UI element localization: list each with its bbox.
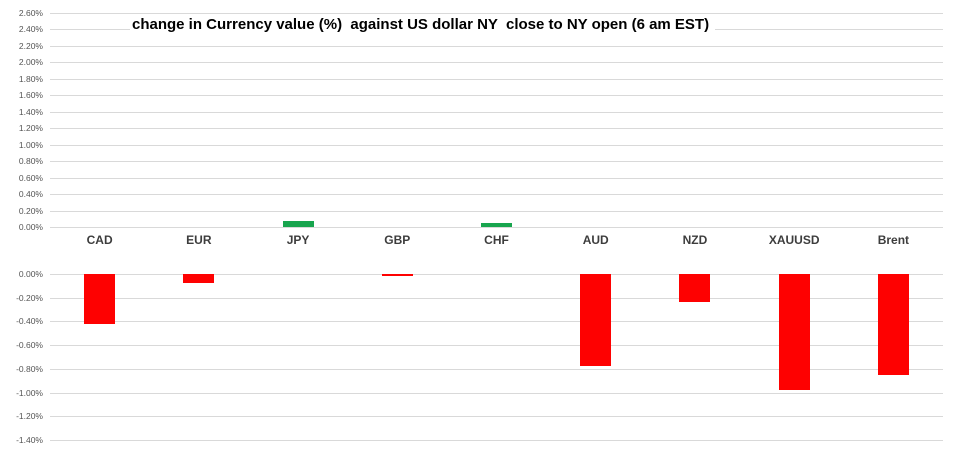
lower-axis-tick-label: -0.60% xyxy=(16,340,43,351)
upper-axis-gridline xyxy=(50,210,943,212)
upper-axis-gridline xyxy=(50,144,943,146)
bar-eur xyxy=(183,274,215,284)
upper-axis-tick-label: 1.40% xyxy=(18,106,43,117)
upper-axis-tick-label: 0.00% xyxy=(18,222,43,232)
lower-axis-gridline xyxy=(50,392,943,394)
upper-axis-tick-label: 1.60% xyxy=(18,90,43,101)
upper-axis-tick-label: 0.40% xyxy=(18,189,43,200)
lower-axis-gridline xyxy=(50,274,943,275)
lower-axis-tick-label: 0.00% xyxy=(18,269,43,279)
lower-axis-gridline xyxy=(50,297,943,299)
category-label-chf: CHF xyxy=(484,233,509,247)
bar-chf xyxy=(481,222,512,227)
lower-axis-gridline xyxy=(50,321,943,323)
lower-axis-gridline xyxy=(50,440,943,441)
upper-axis-tick-label: 0.80% xyxy=(18,156,43,167)
chart-title: change in Currency value (%) against US … xyxy=(130,14,716,35)
upper-axis-gridline xyxy=(50,62,943,64)
lower-axis-tick-label: -1.40% xyxy=(16,435,43,445)
category-label-cad: CAD xyxy=(86,233,113,247)
upper-axis-gridline xyxy=(50,13,943,14)
upper-axis-tick-label: 0.20% xyxy=(18,205,43,216)
upper-axis-tick-label: 1.20% xyxy=(18,123,43,134)
upper-axis-gridline xyxy=(50,111,943,113)
lower-axis-tick-label: -1.00% xyxy=(16,387,43,398)
upper-axis-tick-label: 2.40% xyxy=(18,24,43,35)
upper-axis-gridline xyxy=(50,78,943,80)
lower-axis-tick-label: -0.40% xyxy=(16,316,43,327)
upper-axis-gridline xyxy=(50,45,943,47)
bar-nzd xyxy=(679,274,711,303)
upper-axis-tick-label: 2.00% xyxy=(18,57,43,68)
category-label-nzd: NZD xyxy=(682,233,708,247)
bar-brent xyxy=(877,274,909,375)
bar-jpy xyxy=(282,221,314,227)
upper-axis-gridline xyxy=(50,95,943,97)
upper-axis-gridline xyxy=(50,161,943,163)
lower-axis-gridline xyxy=(50,345,943,347)
upper-axis-gridline xyxy=(50,128,943,130)
lower-axis-tick-label: -0.80% xyxy=(16,363,43,374)
lower-axis-tick-label: -1.20% xyxy=(16,411,43,422)
upper-axis-tick-label: 2.20% xyxy=(18,40,43,51)
upper-axis-tick-label: 1.80% xyxy=(18,73,43,84)
upper-axis-tick-label: 2.60% xyxy=(18,8,43,18)
lower-axis-gridline xyxy=(50,368,943,370)
category-label-eur: EUR xyxy=(186,233,212,247)
upper-axis-gridline xyxy=(50,227,943,228)
upper-axis-gridline xyxy=(50,194,943,196)
upper-axis-gridline xyxy=(50,177,943,179)
bar-xauusd xyxy=(778,274,810,391)
category-label-xauusd: XAUUSD xyxy=(768,233,820,247)
bar-gbp xyxy=(381,274,413,277)
upper-axis-tick-label: 1.00% xyxy=(18,139,43,150)
bar-cad xyxy=(84,274,116,324)
category-label-aud: AUD xyxy=(582,233,609,247)
category-label-gbp: GBP xyxy=(384,233,411,247)
upper-axis-tick-label: 0.60% xyxy=(18,172,43,183)
bar-aud xyxy=(580,274,612,367)
lower-axis-gridline xyxy=(50,416,943,418)
category-label-brent: Brent xyxy=(877,233,910,247)
lower-axis-tick-label: -0.20% xyxy=(16,292,43,303)
category-label-jpy: JPY xyxy=(286,233,310,247)
